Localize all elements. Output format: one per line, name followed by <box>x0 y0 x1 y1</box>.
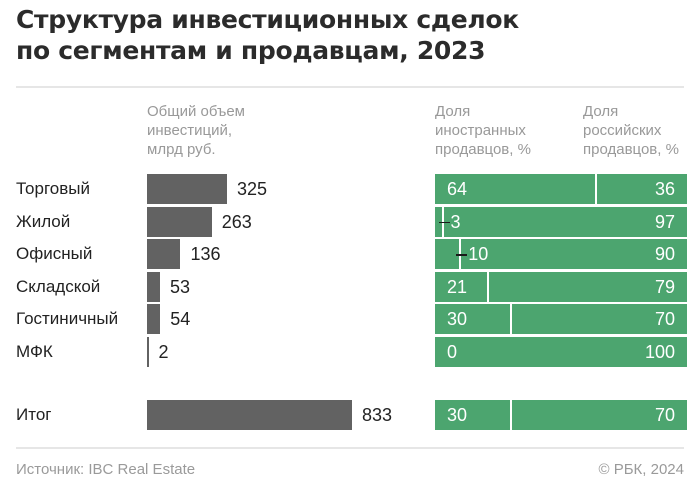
russian-share-label: 100 <box>644 341 675 362</box>
russian-share-segment <box>488 271 687 302</box>
bottom-divider <box>16 447 684 449</box>
volume-bar <box>147 239 181 269</box>
foreign-share-label: 3 <box>450 211 461 232</box>
column-header-foreign: Доля иностранных продавцов, % <box>435 102 531 159</box>
chart-title-line-1: Структура инвестиционных сделок <box>16 5 519 34</box>
foreign-share-label: 64 <box>447 179 468 199</box>
foreign-share-label: 10 <box>468 244 489 264</box>
column-header-volume-line: инвестиций, <box>147 122 233 139</box>
category-label: Жилой <box>16 211 71 231</box>
category-label: Складской <box>16 276 101 296</box>
share-bar: 30 70 <box>435 304 687 334</box>
copyright-note: © РБК, 2024 <box>598 461 684 478</box>
category-label: МФК <box>16 341 53 361</box>
column-header-foreign-line: иностранных <box>435 122 526 139</box>
russian-share-label: 90 <box>654 244 675 264</box>
foreign-share-segment <box>435 304 510 334</box>
column-header-russian-line: Доля <box>583 103 619 120</box>
column-header-foreign-line: продавцов, % <box>435 141 531 158</box>
category-label: Торговый <box>16 179 90 198</box>
russian-share-segment <box>511 304 687 334</box>
volume-value-label: 263 <box>221 211 252 232</box>
volume-bar <box>147 304 161 334</box>
chart-title: Структура инвестиционных сделок по сегме… <box>16 4 696 66</box>
source-note: Источник: IBC Real Estate <box>16 461 196 478</box>
column-header-foreign-line: Доля <box>435 103 471 120</box>
russian-share-segment <box>443 206 687 237</box>
volume-value-label: 136 <box>190 244 221 264</box>
volume-bar <box>147 174 227 204</box>
foreign-share-leader-line <box>456 254 468 256</box>
category-label: Гостиничный <box>16 309 119 328</box>
share-bar: 0 100 <box>435 336 687 367</box>
volume-bar <box>147 271 161 302</box>
share-bar-total: 30 70 <box>435 400 687 430</box>
column-header-volume-line: млрд руб. <box>147 141 216 158</box>
share-bar: 21 79 <box>435 271 687 302</box>
column-header-russian-line: российских <box>583 122 662 139</box>
russian-share-segment <box>461 239 687 269</box>
russian-share-label: 70 <box>654 405 675 425</box>
russian-share-label: 36 <box>654 179 675 199</box>
category-label-total: Итог <box>16 405 52 424</box>
russian-share-label: 70 <box>654 309 675 329</box>
russian-share-segment <box>435 336 687 367</box>
volume-value-label-total: 833 <box>362 405 393 425</box>
foreign-share-segment <box>435 400 510 430</box>
foreign-share-leader-line <box>438 221 450 223</box>
volume-value-label: 54 <box>170 309 191 329</box>
foreign-share-segment <box>435 239 460 269</box>
foreign-share-label: 0 <box>447 341 458 362</box>
column-header-russian-line: продавцов, % <box>583 141 679 158</box>
column-header-volume: Общий объем инвестиций, млрд руб. <box>147 102 245 159</box>
volume-bar <box>147 336 149 367</box>
share-bar: 64 36 <box>435 174 687 204</box>
volume-value-label: 53 <box>170 276 191 297</box>
russian-share-label: 97 <box>654 211 675 232</box>
foreign-share-label: 30 <box>447 309 468 329</box>
share-bar: 10 90 <box>435 239 687 269</box>
volume-bar-total <box>147 400 353 430</box>
russian-share-label: 79 <box>654 276 675 297</box>
russian-share-segment <box>511 400 687 430</box>
volume-value-label: 325 <box>237 179 268 199</box>
foreign-share-label: 21 <box>447 276 468 297</box>
volume-value-label: 2 <box>158 341 169 362</box>
russian-share-segment <box>597 174 687 204</box>
column-header-russian: Доля российских продавцов, % <box>583 102 679 159</box>
volume-bar <box>147 206 212 237</box>
foreign-share-label: 30 <box>447 405 468 425</box>
foreign-share-segment <box>435 174 596 204</box>
foreign-share-segment <box>435 206 442 237</box>
column-header-volume-line: Общий объем <box>147 103 245 120</box>
top-divider <box>16 86 684 88</box>
category-label: Офисный <box>16 244 93 263</box>
chart-title-line-2: по сегментам и продавцам, 2023 <box>16 36 486 65</box>
share-bar: 3 97 <box>435 206 687 237</box>
foreign-share-segment <box>435 271 487 302</box>
